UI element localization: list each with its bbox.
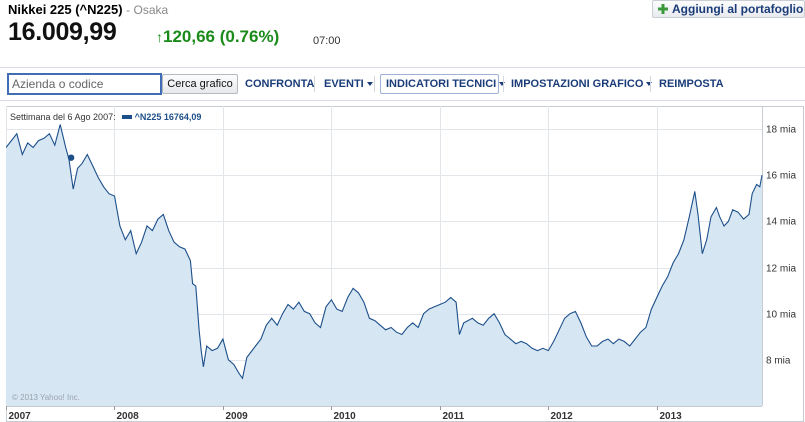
search-chart-button[interactable]: Cerca grafico (162, 74, 238, 94)
technical-indicators-menu[interactable]: INDICATORI TECNICI (386, 78, 506, 90)
search-input[interactable]: Azienda o codice (7, 73, 162, 95)
quote-time: 07:00 (313, 35, 341, 47)
toolbar-divider (374, 76, 375, 92)
x-tick-label: 2013 (660, 411, 683, 422)
plus-icon (658, 4, 668, 14)
chevron-down-icon (499, 82, 506, 86)
x-tick-label: 2011 (443, 411, 465, 422)
chevron-down-icon (366, 82, 373, 86)
events-menu[interactable]: EVENTI (324, 78, 373, 90)
quote-name: Nikkei 225 (^N225) (8, 2, 123, 17)
quote-change: ↑120,66 (0.76%) (156, 27, 279, 47)
chart-legend: Settimana del 6 Ago 2007: ^N225 16764,09 (10, 112, 201, 122)
settings-label: IMPOSTAZIONI GRAFICO (511, 78, 644, 90)
x-tick-label: 2007 (9, 411, 32, 422)
toolbar-divider (650, 76, 651, 92)
toolbar-divider (503, 76, 504, 92)
exchange-label: - Osaka (126, 3, 169, 17)
y-tick-label: 10 mia (766, 310, 796, 321)
y-axis: 18 mia 16 mia 14 mia 12 mia 10 mia 8 mia (766, 125, 796, 367)
change-value: 120,66 (0.76%) (163, 27, 280, 46)
compare-button[interactable]: CONFRONTA (245, 78, 315, 90)
up-arrow-icon: ↑ (156, 29, 163, 45)
x-tick-label: 2012 (551, 411, 574, 422)
chart-settings-menu[interactable]: IMPOSTAZIONI GRAFICO (511, 78, 653, 90)
events-label: EVENTI (324, 78, 364, 90)
add-portfolio-label: Aggiungi al portafoglio (672, 2, 804, 16)
toolbar-divider (314, 76, 315, 92)
y-tick-label: 8 mia (766, 356, 791, 367)
chart-toolbar (0, 67, 805, 101)
quote-price: 16.009,99 (8, 18, 117, 46)
chevron-down-icon (646, 82, 653, 86)
legend-series: ^N225 16764,09 (134, 112, 202, 122)
series-swatch (121, 115, 132, 119)
indicators-menu-frame (380, 74, 499, 94)
y-tick-label: 16 mia (766, 171, 796, 182)
reset-button[interactable]: REIMPOSTA (659, 78, 724, 90)
quote-title: Nikkei 225 (^N225) - Osaka (8, 2, 168, 17)
add-portfolio-button[interactable]: Aggiungi al portafoglio (652, 0, 805, 18)
copyright-label: © 2013 Yahoo! Inc. (12, 393, 80, 402)
x-axis: 2007 2008 2009 2010 2011 2012 2013 (6, 406, 683, 422)
x-tick-label: 2009 (226, 411, 249, 422)
price-line (6, 124, 763, 380)
price-area (6, 124, 762, 406)
y-tick-label: 18 mia (766, 125, 796, 136)
x-tick-label: 2008 (117, 411, 140, 422)
y-tick-label: 12 mia (766, 264, 796, 275)
search-placeholder: Azienda o codice (12, 77, 104, 91)
x-tick-label: 2010 (334, 411, 357, 422)
hover-marker (67, 154, 75, 161)
price-chart[interactable]: 18 mia 16 mia 14 mia 12 mia 10 mia 8 mia 2007… (6, 106, 804, 422)
legend-week: Settimana del 6 Ago 2007: (10, 112, 116, 122)
indicators-label: INDICATORI TECNICI (386, 78, 497, 90)
y-tick-label: 14 mia (766, 217, 796, 228)
